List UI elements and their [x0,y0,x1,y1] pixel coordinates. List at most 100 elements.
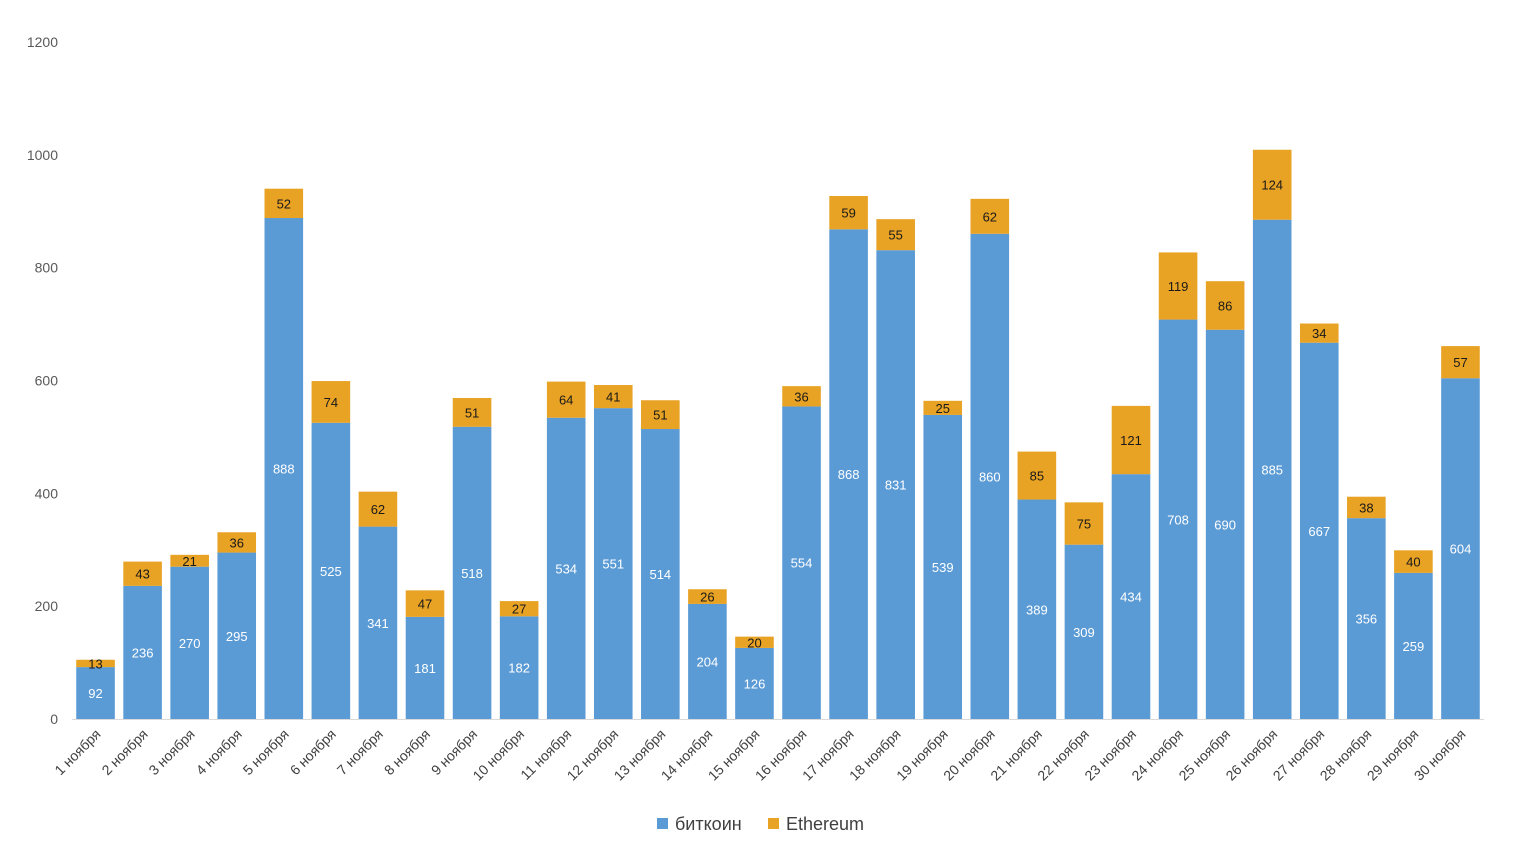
x-tick-label: 2 ноября [98,726,150,778]
legend-swatch [657,818,668,829]
data-label-bitcoin: 181 [414,661,436,676]
bar-ethereum [76,659,115,668]
bar-ethereum [1017,451,1057,500]
data-label-bitcoin: 868 [838,467,860,482]
data-label-ethereum: 74 [324,395,338,410]
data-label-bitcoin: 554 [791,556,813,571]
bar-ethereum [641,400,680,430]
bar-bitcoin [923,414,963,719]
legend-swatch [768,818,779,829]
bar-bitcoin [1441,378,1480,719]
bar-bitcoin [735,647,774,719]
data-label-bitcoin: 182 [508,661,530,676]
bar-ethereum [170,554,209,567]
bar-ethereum [499,601,539,617]
bar-bitcoin [405,616,445,719]
data-label-ethereum: 64 [559,393,573,408]
data-label-bitcoin: 831 [885,478,907,493]
x-tick-label: 1 ноября [51,726,103,778]
bar-ethereum [1158,252,1198,320]
data-label-ethereum: 55 [888,228,902,243]
bar-bitcoin [688,603,727,719]
bar-bitcoin [829,229,868,719]
x-tick-label: 30 ноября [1411,726,1469,784]
data-label-ethereum: 124 [1261,178,1283,193]
data-label-ethereum: 47 [418,597,432,612]
data-label-ethereum: 36 [794,389,808,404]
bar-ethereum [452,397,492,427]
bar-ethereum [1252,149,1292,220]
x-tick-label: 3 ноября [145,726,197,778]
bar-bitcoin [876,250,915,720]
data-label-bitcoin: 860 [979,469,1001,484]
bar-bitcoin [452,426,492,719]
bar-ethereum [1299,323,1339,343]
data-label-ethereum: 75 [1077,517,1091,532]
bar-bitcoin [76,667,115,719]
legend-label: биткоин [675,814,742,834]
bar-bitcoin [782,406,821,719]
data-label-ethereum: 51 [653,408,667,423]
bar-ethereum [593,385,633,409]
bar-ethereum [217,532,257,553]
bar-bitcoin [1299,342,1339,719]
data-label-ethereum: 13 [88,656,102,671]
data-label-bitcoin: 389 [1026,602,1048,617]
data-label-bitcoin: 434 [1120,590,1142,605]
data-label-ethereum: 51 [465,405,479,420]
data-label-bitcoin: 525 [320,564,342,579]
data-label-ethereum: 41 [606,390,620,405]
data-label-bitcoin: 92 [88,686,102,701]
bar-ethereum [546,381,586,418]
data-label-ethereum: 36 [229,535,243,550]
data-label-ethereum: 25 [935,401,949,416]
data-label-ethereum: 119 [1168,279,1189,294]
bar-bitcoin [641,429,680,719]
bar-ethereum [1394,550,1433,573]
data-label-bitcoin: 295 [226,629,248,644]
bar-ethereum [123,561,162,586]
data-label-ethereum: 85 [1030,469,1044,484]
bar-ethereum [311,381,351,423]
data-label-ethereum: 43 [135,567,149,582]
data-label-bitcoin: 204 [697,654,719,669]
y-tick-label: 400 [35,485,59,501]
legend-label: Ethereum [786,814,864,834]
data-label-ethereum: 27 [512,602,526,617]
bar-bitcoin [217,552,257,719]
bars-group: 9213236432702129536888525257434162181475… [76,149,1480,720]
legend: биткоин Ethereum [657,814,864,834]
data-label-bitcoin: 514 [649,567,671,582]
y-tick-label: 800 [35,260,59,276]
x-tick-label: 8 ноября [381,726,433,778]
y-tick-label: 0 [50,711,58,727]
bar-ethereum [688,589,727,604]
bar-bitcoin [123,585,162,719]
data-label-bitcoin: 708 [1167,512,1189,527]
bar-ethereum [358,491,398,527]
data-label-bitcoin: 551 [602,557,624,572]
data-label-bitcoin: 539 [932,560,954,575]
data-label-bitcoin: 888 [273,462,295,477]
bar-ethereum [876,219,915,251]
bar-bitcoin [1252,219,1292,719]
data-label-ethereum: 52 [277,196,291,211]
data-label-ethereum: 62 [371,502,385,517]
bar-ethereum [405,590,445,617]
bar-bitcoin [1158,319,1198,719]
data-label-bitcoin: 667 [1308,524,1330,539]
bar-bitcoin [1111,474,1151,719]
data-label-ethereum: 86 [1218,298,1232,313]
data-label-bitcoin: 126 [744,676,766,691]
bar-ethereum [970,198,1010,234]
data-label-bitcoin: 534 [555,561,577,576]
bar-bitcoin [358,526,398,719]
data-label-ethereum: 40 [1406,555,1420,570]
data-label-bitcoin: 604 [1450,542,1472,557]
data-label-bitcoin: 356 [1355,612,1377,627]
x-tick-label: 4 ноября [193,726,245,778]
data-label-bitcoin: 690 [1214,517,1236,532]
